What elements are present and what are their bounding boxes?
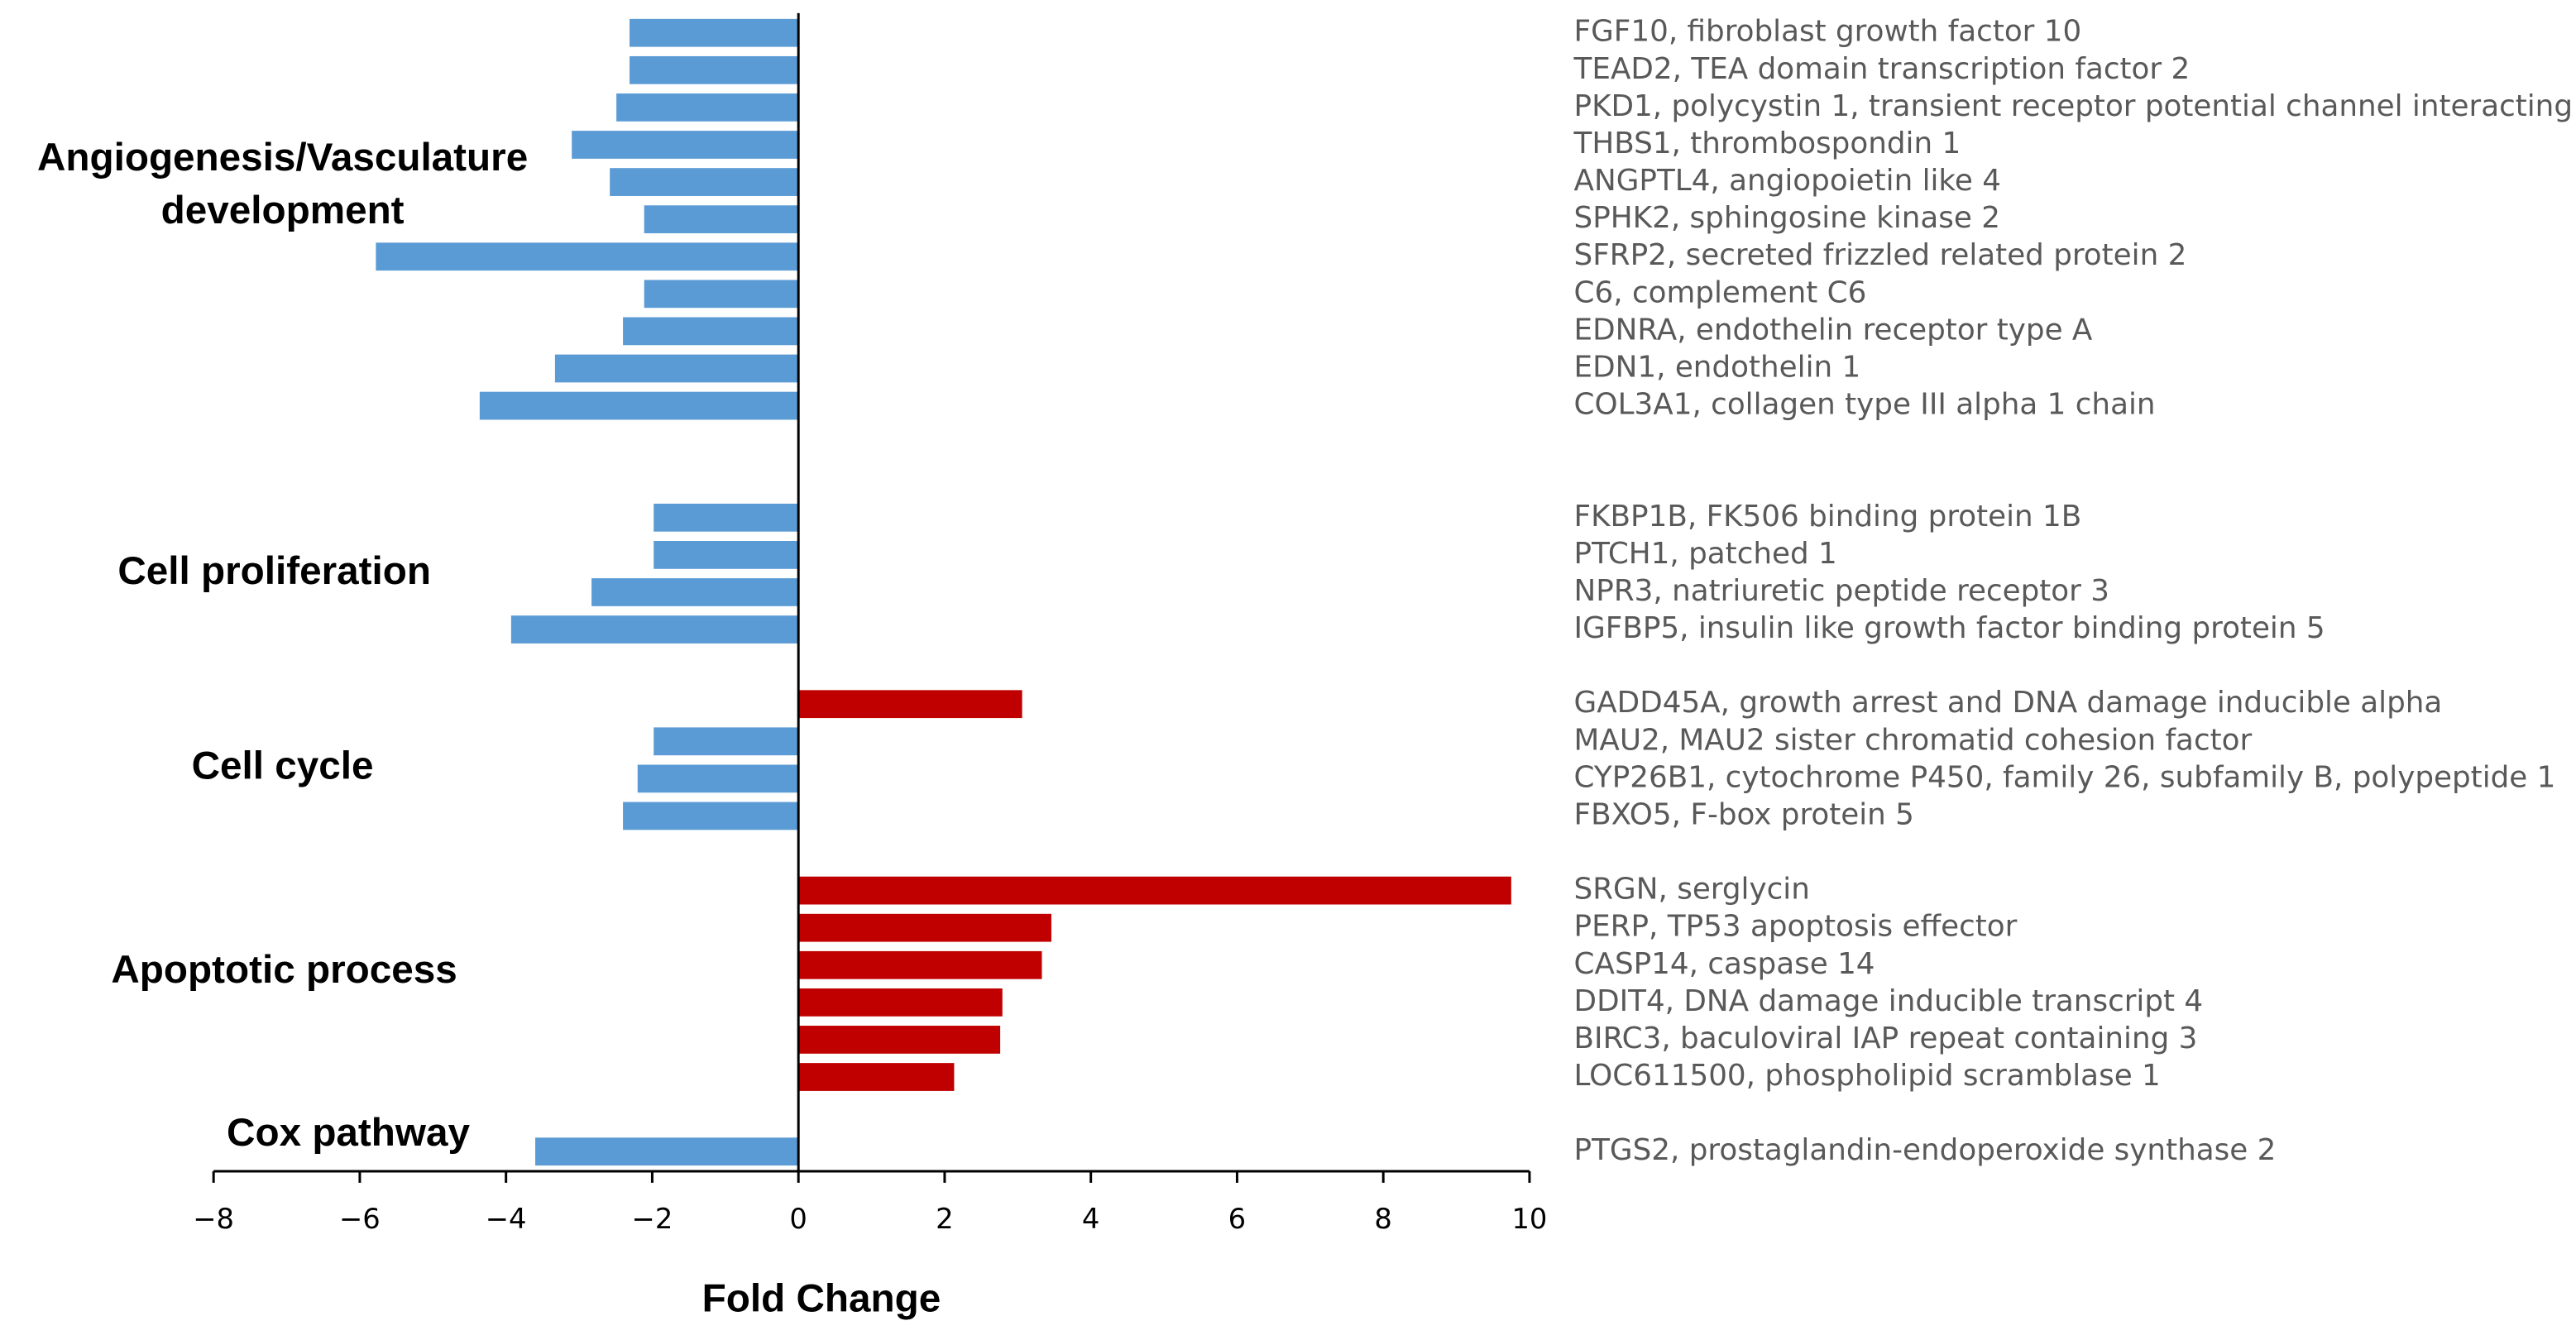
x-axis-title: Fold Change (702, 1277, 941, 1321)
bar (535, 1137, 799, 1166)
gene-label: FGF10, fibroblast growth factor 10 (1574, 15, 2082, 49)
bar (798, 1063, 955, 1091)
gene-label: FKBP1B, FK506 binding protein 1B (1574, 500, 2082, 534)
bar (644, 205, 799, 234)
bar (798, 690, 1022, 719)
group-label: Cell proliferation (117, 549, 431, 593)
x-tick-label: 10 (1511, 1203, 1547, 1235)
bar (654, 503, 799, 532)
gene-label: SPHK2, sphingosine kinase 2 (1574, 201, 2000, 235)
bar (623, 317, 799, 346)
x-tick-label: 8 (1374, 1203, 1391, 1235)
bar (510, 615, 799, 644)
bar (798, 876, 1511, 905)
x-tick-label: 0 (789, 1203, 807, 1235)
bar (623, 802, 799, 830)
bar (637, 764, 799, 793)
x-tick-label: 6 (1228, 1203, 1246, 1235)
bar (479, 391, 799, 420)
bar (610, 168, 799, 196)
gene-label: COL3A1, collagen type III alpha 1 chain (1574, 388, 2156, 422)
gene-label: LOC611500, phospholipid scramblase 1 (1574, 1059, 2161, 1093)
gene-label: PTCH1, patched 1 (1574, 537, 1837, 571)
bar (654, 541, 799, 569)
x-tick-label: 2 (936, 1203, 953, 1235)
gene-label: THBS1, thrombospondin 1 (1573, 127, 1961, 160)
bar (798, 913, 1051, 942)
x-tick-label: −4 (486, 1203, 527, 1235)
gene-label: NPR3, natriuretic peptide receptor 3 (1574, 574, 2109, 608)
gene-label: CASP14, caspase 14 (1574, 947, 1875, 981)
gene-label: CYP26B1, cytochrome P450, family 26, sub… (1574, 760, 2556, 794)
gene-label: GADD45A, growth arrest and DNA damage in… (1574, 686, 2443, 720)
bar (798, 988, 1003, 1017)
gene-label: SFRP2, secreted frizzled related protein… (1574, 238, 2187, 272)
group-label: Cell cycle (192, 744, 374, 787)
gene-label: ANGPTL4, angiopoietin like 4 (1574, 164, 2001, 198)
group-label: Angiogenesis/Vasculature (37, 136, 528, 179)
bar (654, 727, 799, 756)
gene-label: DDIT4, DNA damage inducible transcript 4 (1574, 984, 2204, 1018)
bar (630, 55, 799, 84)
gene-label: FBXO5, F-box protein 5 (1574, 797, 1914, 831)
gene-label: TEAD2, TEA domain transcription factor 2 (1573, 52, 2191, 86)
bar (376, 242, 799, 271)
bar (591, 578, 799, 606)
x-tick-label: −8 (193, 1203, 234, 1235)
gene-label: EDN1, endothelin 1 (1574, 350, 1861, 384)
bar (630, 18, 799, 47)
group-label: Cox pathway (227, 1111, 470, 1155)
bar (798, 950, 1042, 979)
gene-label: IGFBP5, insulin like growth factor bindi… (1574, 611, 2325, 645)
bar (644, 280, 799, 309)
bar (554, 354, 799, 383)
gene-label: EDNRA, endothelin receptor type A (1574, 313, 2093, 347)
gene-label: MAU2, MAU2 sister chromatid cohesion fac… (1574, 723, 2253, 757)
gene-label: BIRC3, baculoviral IAP repeat containing… (1574, 1022, 2198, 1055)
gene-label: PKD1, polycystin 1, transient receptor p… (1574, 89, 2573, 123)
gene-label: PERP, TP53 apoptosis effector (1574, 910, 2018, 944)
gene-label: SRGN, serglycin (1574, 873, 1810, 907)
gene-label: C6, complement C6 (1574, 275, 1867, 309)
bar (798, 1026, 1001, 1054)
group-label: Apoptotic process (111, 948, 457, 992)
x-tick-label: −2 (632, 1203, 673, 1235)
group-label: development (161, 189, 405, 232)
bar (616, 93, 799, 122)
x-tick-label: −6 (339, 1203, 381, 1235)
x-tick-label: 4 (1082, 1203, 1099, 1235)
bar (572, 131, 799, 159)
gene-label: PTGS2, prostaglandin-endoperoxide syntha… (1574, 1133, 2277, 1167)
